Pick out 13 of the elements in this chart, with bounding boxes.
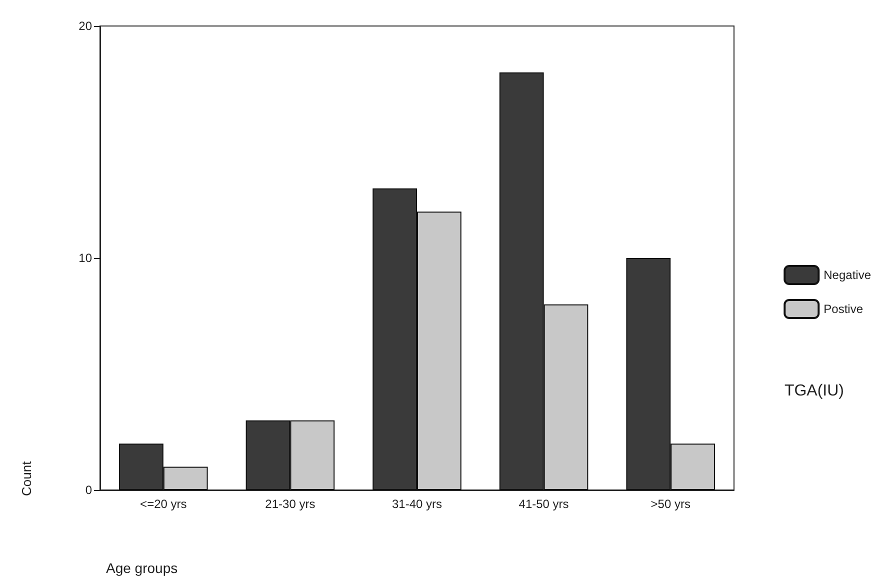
x-tick-label: 41-50 yrs bbox=[518, 497, 569, 511]
legend-title: TGA(IU) bbox=[784, 382, 844, 400]
x-tick-label: 21-30 yrs bbox=[265, 497, 316, 511]
y-axis-title: Count bbox=[19, 460, 34, 496]
y-tick-label: 0 bbox=[85, 483, 92, 497]
x-tick-label: <=20 yrs bbox=[140, 497, 187, 511]
y-tick-label: 20 bbox=[78, 19, 92, 33]
y-tick-label: 10 bbox=[78, 251, 92, 265]
legend-label: Negative bbox=[824, 268, 872, 282]
x-axis-title: Age groups bbox=[106, 560, 178, 576]
legend-label: Postive bbox=[824, 302, 864, 316]
x-tick-label: 31-40 yrs bbox=[392, 497, 442, 511]
x-tick-label: >50 yrs bbox=[650, 497, 690, 511]
